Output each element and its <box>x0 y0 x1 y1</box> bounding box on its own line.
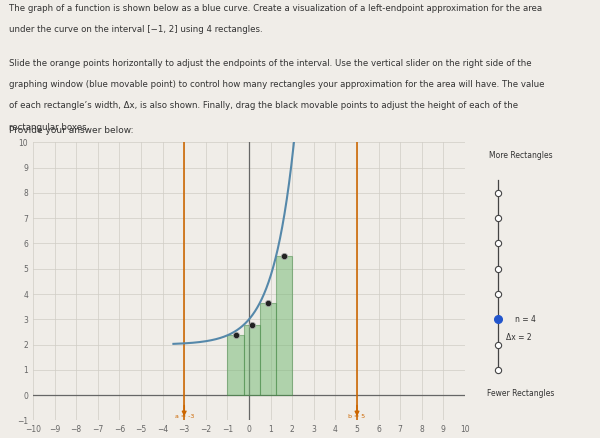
Bar <box>244 325 260 395</box>
Text: Δx = 2: Δx = 2 <box>506 332 532 342</box>
Text: of each rectangle’s width, Δx, is also shown. Finally, drag the black movable po: of each rectangle’s width, Δx, is also s… <box>9 102 518 110</box>
Text: The graph of a function is shown below as a blue curve. Create a visualization o: The graph of a function is shown below a… <box>9 4 542 13</box>
Text: More Rectangles: More Rectangles <box>488 151 552 160</box>
Text: under the curve on the interval [−1, 2] using 4 rectangles.: under the curve on the interval [−1, 2] … <box>9 25 263 34</box>
Text: b = 5: b = 5 <box>349 414 365 419</box>
Text: a = -3: a = -3 <box>175 414 194 419</box>
Text: Provide your answer below:: Provide your answer below: <box>9 126 133 135</box>
Bar <box>227 336 244 395</box>
Text: Slide the orange points horizontally to adjust the endpoints of the interval. Us: Slide the orange points horizontally to … <box>9 59 532 68</box>
Bar <box>260 303 276 395</box>
Text: n = 4: n = 4 <box>515 315 536 324</box>
Text: rectangular boxes.: rectangular boxes. <box>9 123 89 132</box>
Bar <box>276 256 292 395</box>
Text: graphing window (blue movable point) to control how many rectangles your approxi: graphing window (blue movable point) to … <box>9 80 545 89</box>
Text: Fewer Rectangles: Fewer Rectangles <box>487 389 554 398</box>
